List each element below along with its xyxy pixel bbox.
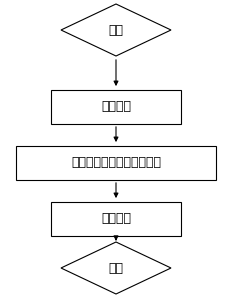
Text: 形成阴极: 形成阴极 — [100, 101, 131, 113]
Polygon shape — [61, 4, 170, 56]
Text: 形成栅极: 形成栅极 — [100, 213, 131, 226]
Text: 结束: 结束 — [108, 261, 123, 274]
Bar — [16, 146, 215, 180]
Bar — [51, 202, 180, 236]
Polygon shape — [61, 242, 170, 294]
Text: 形成氧化锤纳米线阵列薄膜: 形成氧化锤纳米线阵列薄膜 — [71, 157, 160, 170]
Text: 开始: 开始 — [108, 23, 123, 36]
Bar — [51, 90, 180, 124]
